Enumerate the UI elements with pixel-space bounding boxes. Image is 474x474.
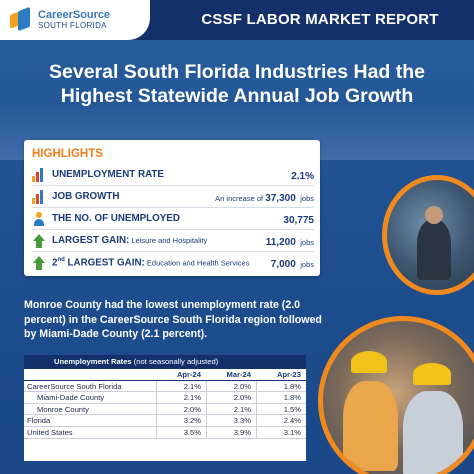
highlight-label: UNEMPLOYMENT RATE bbox=[52, 169, 164, 180]
table-cell: 2.1% bbox=[206, 403, 256, 415]
bar-chart-icon bbox=[32, 189, 46, 204]
table-row: Monroe County 2.0% 2.1% 1.5% bbox=[24, 403, 306, 416]
table-cell: 1.5% bbox=[256, 403, 306, 415]
highlight-row-job-growth: JOB GROWTH An increase of 37,300 jobs bbox=[32, 186, 314, 208]
table-cell: 2.1% bbox=[156, 380, 206, 392]
report-title: CSSF LABOR MARKET REPORT bbox=[201, 11, 439, 28]
table-cell: 3.1% bbox=[256, 426, 306, 438]
highlight-row-unemployed: THE NO. OF UNEMPLOYED 30,775 bbox=[32, 208, 314, 230]
table-cell: 3.5% bbox=[156, 426, 206, 438]
highlight-value: 2.1% bbox=[291, 170, 314, 182]
table-cell: 2.0% bbox=[206, 392, 256, 403]
highlight-sector: Leisure and Hospitality bbox=[129, 236, 208, 245]
table-cell: 1.8% bbox=[256, 380, 306, 392]
table-row: Miami-Dade County 2.1% 2.0% 1.8% bbox=[24, 392, 306, 404]
logo-line1: CareerSource bbox=[38, 9, 111, 22]
logo-mark-icon bbox=[10, 6, 32, 32]
highlight-value: 7,000 bbox=[270, 259, 296, 270]
highlight-row-largest-gain: LARGEST GAIN: Leisure and Hospitality 11… bbox=[32, 230, 314, 252]
construction-workers-photo bbox=[318, 316, 474, 474]
table-cell: 1.8% bbox=[256, 392, 306, 403]
header-bar: CareerSource SOUTH FLORIDA CSSF LABOR MA… bbox=[0, 0, 474, 40]
table-cell: 2.1% bbox=[156, 392, 206, 403]
up-arrow-icon bbox=[32, 233, 46, 248]
row-name: Monroe County bbox=[37, 404, 89, 414]
highlight-unit: jobs bbox=[300, 260, 314, 269]
highlight-sector: Education and Health Services bbox=[144, 258, 250, 268]
highlight-unit: jobs bbox=[300, 193, 314, 203]
up-arrow-icon bbox=[32, 256, 46, 270]
highlight-label: THE NO. OF UNEMPLOYED bbox=[52, 213, 180, 224]
highlight-unit: jobs bbox=[300, 237, 314, 247]
table-row: United States 3.5% 3.9% 3.1% bbox=[24, 426, 306, 439]
highlight-row-second-largest-gain: 2nd LARGEST GAIN: Education and Health S… bbox=[32, 252, 314, 274]
unemployment-rates-table: Unemployment Rates (not seasonally adjus… bbox=[24, 355, 306, 461]
highlight-value: 37,300 bbox=[265, 192, 296, 204]
main-title-line2: Highest Statewide Annual Job Growth bbox=[60, 85, 414, 107]
table-title: Unemployment Rates (not seasonally adjus… bbox=[24, 355, 306, 369]
table-row: Florida 3.2% 3.3% 2.4% bbox=[24, 415, 306, 427]
table-cell: 3.3% bbox=[206, 415, 256, 426]
careersource-logo: CareerSource SOUTH FLORIDA bbox=[0, 0, 150, 40]
table-cell: 3.2% bbox=[156, 415, 206, 426]
table-cell: 2.0% bbox=[206, 380, 256, 392]
row-name: Miami-Dade County bbox=[37, 393, 105, 403]
highlight-label: LARGEST GAIN: bbox=[64, 257, 145, 269]
highlights-card: HIGHLIGHTS UNEMPLOYMENT RATE 2.1% JOB GR… bbox=[24, 140, 320, 276]
table-title-note: (not seasonally adjusted) bbox=[131, 357, 219, 366]
table-cell: 3.9% bbox=[206, 426, 256, 438]
table-header-row: Apr-24 Mar-24 Apr-23 bbox=[24, 369, 306, 381]
main-title: Several South Florida Industries Had the… bbox=[12, 60, 462, 108]
highlight-label: LARGEST GAIN: bbox=[52, 235, 130, 246]
summary-paragraph: Monroe County had the lowest unemploymen… bbox=[24, 299, 322, 340]
table-row: CareerSource South Florida 2.1% 2.0% 1.8… bbox=[24, 380, 306, 393]
logo-line2: SOUTH FLORIDA bbox=[38, 20, 107, 30]
highlight-value: 11,200 bbox=[265, 236, 296, 248]
column-header: Mar-24 bbox=[226, 370, 251, 379]
bar-chart-icon bbox=[32, 167, 46, 182]
person-icon bbox=[32, 211, 46, 226]
highlight-label-sup: nd bbox=[57, 257, 65, 264]
main-title-line1: Several South Florida Industries Had the bbox=[49, 61, 425, 83]
highlight-value: 30,775 bbox=[283, 214, 314, 226]
table-title-text: Unemployment Rates bbox=[54, 357, 132, 366]
column-header: Apr-23 bbox=[276, 370, 301, 379]
factory-worker-photo bbox=[382, 175, 474, 295]
highlight-row-unemployment-rate: UNEMPLOYMENT RATE 2.1% bbox=[32, 164, 314, 186]
table-cell: 2.4% bbox=[256, 415, 306, 426]
table-cell: 2.0% bbox=[156, 403, 206, 415]
row-name: Florida bbox=[27, 416, 51, 426]
row-name: United States bbox=[27, 427, 73, 437]
row-name: CareerSource South Florida bbox=[27, 381, 122, 391]
highlight-label: JOB GROWTH bbox=[52, 191, 120, 202]
highlight-prefix: An increase of bbox=[215, 193, 266, 203]
highlights-title: HIGHLIGHTS bbox=[32, 148, 103, 160]
highlight-label-prefix: 2 bbox=[52, 257, 58, 269]
column-header: Apr-24 bbox=[176, 370, 201, 379]
